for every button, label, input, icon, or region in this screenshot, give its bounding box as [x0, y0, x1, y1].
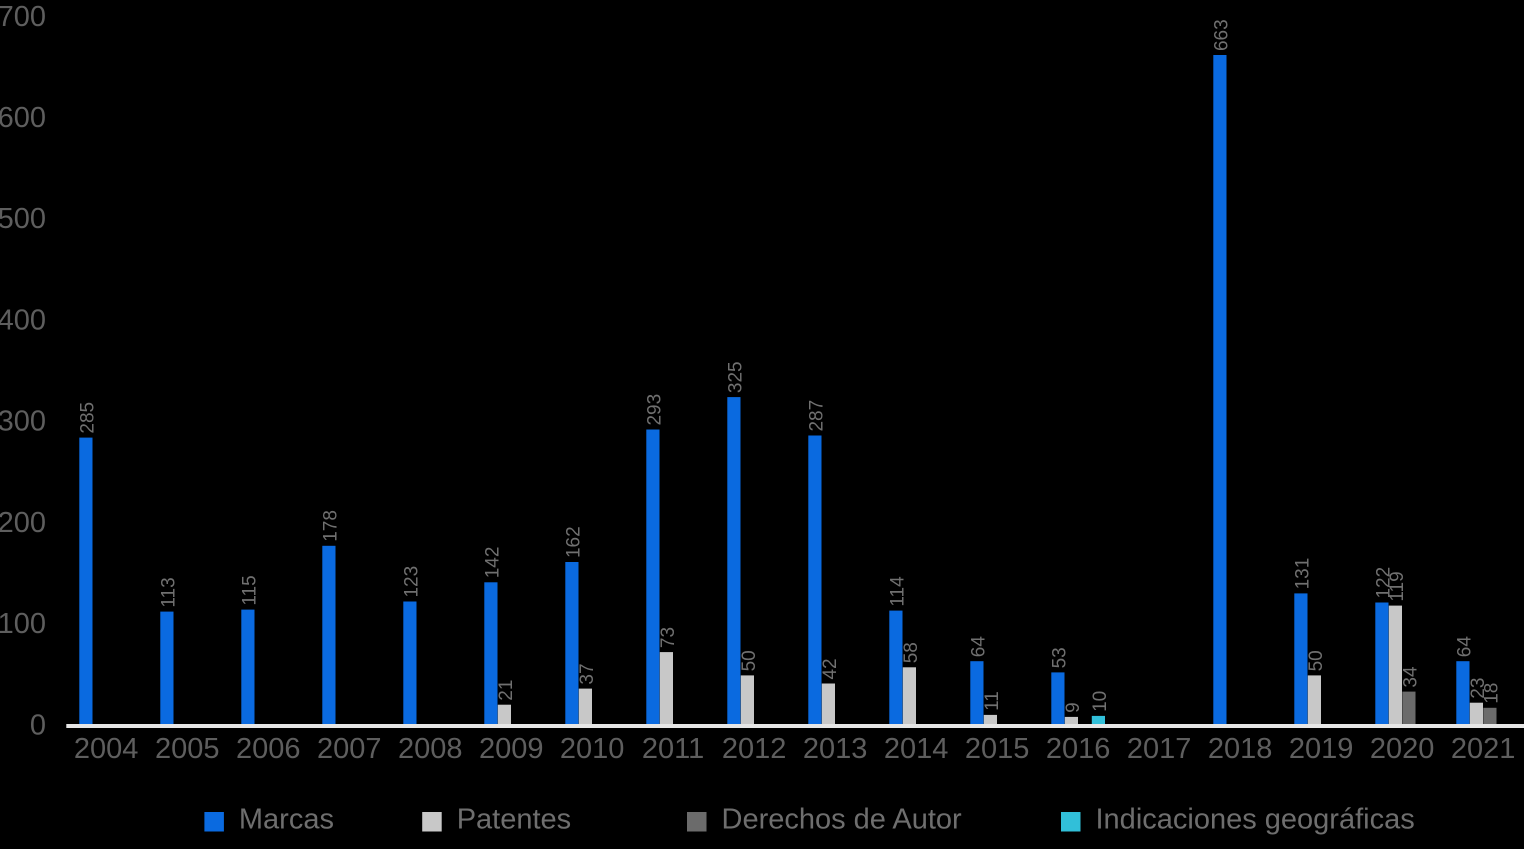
svg-text:600: 600	[0, 102, 46, 134]
svg-text:2007: 2007	[317, 733, 382, 765]
svg-text:2013: 2013	[803, 733, 868, 765]
svg-text:73: 73	[658, 627, 679, 648]
svg-text:100: 100	[0, 608, 46, 640]
svg-text:Indicaciones geográficas: Indicaciones geográficas	[1096, 804, 1415, 836]
svg-text:285: 285	[77, 402, 98, 434]
svg-text:2017: 2017	[1127, 733, 1192, 765]
svg-text:21: 21	[496, 680, 517, 701]
svg-text:9: 9	[1063, 702, 1084, 713]
svg-text:42: 42	[820, 658, 841, 679]
svg-text:0: 0	[30, 709, 46, 741]
svg-text:2014: 2014	[884, 733, 949, 765]
svg-text:2009: 2009	[479, 733, 544, 765]
svg-text:2008: 2008	[398, 733, 463, 765]
svg-text:23: 23	[1468, 678, 1489, 699]
svg-text:64: 64	[968, 636, 989, 658]
svg-text:2019: 2019	[1289, 733, 1354, 765]
svg-text:400: 400	[0, 305, 46, 337]
svg-text:162: 162	[563, 526, 584, 558]
svg-text:53: 53	[1049, 647, 1070, 668]
svg-text:123: 123	[401, 566, 422, 598]
svg-text:2005: 2005	[155, 733, 220, 765]
svg-text:Marcas: Marcas	[239, 804, 334, 836]
svg-text:34: 34	[1400, 666, 1421, 688]
svg-text:700: 700	[0, 1, 46, 33]
svg-text:50: 50	[739, 650, 760, 671]
svg-text:500: 500	[0, 203, 46, 235]
svg-text:2012: 2012	[722, 733, 787, 765]
svg-text:2006: 2006	[236, 733, 301, 765]
svg-text:2011: 2011	[642, 733, 704, 765]
svg-text:200: 200	[0, 507, 46, 539]
svg-text:2010: 2010	[560, 733, 625, 765]
svg-text:293: 293	[644, 394, 665, 426]
svg-text:122: 122	[1373, 567, 1394, 599]
svg-text:Patentes: Patentes	[457, 804, 571, 836]
svg-text:2016: 2016	[1046, 733, 1111, 765]
svg-text:300: 300	[0, 406, 46, 438]
svg-text:10: 10	[1090, 691, 1111, 712]
svg-text:58: 58	[901, 642, 922, 663]
svg-text:119: 119	[1387, 571, 1408, 601]
svg-text:50: 50	[1306, 650, 1327, 671]
svg-text:287: 287	[806, 400, 827, 432]
svg-text:64: 64	[1454, 636, 1475, 658]
svg-text:2020: 2020	[1370, 733, 1435, 765]
svg-text:2018: 2018	[1208, 733, 1273, 765]
svg-text:115: 115	[239, 575, 260, 605]
svg-text:Derechos de Autor: Derechos de Autor	[722, 804, 963, 836]
svg-text:113: 113	[158, 577, 179, 607]
svg-text:18: 18	[1481, 683, 1502, 704]
svg-text:142: 142	[482, 547, 503, 579]
svg-text:663: 663	[1211, 19, 1232, 51]
svg-text:2021: 2021	[1451, 733, 1516, 765]
svg-text:178: 178	[320, 510, 341, 542]
svg-text:131: 131	[1292, 558, 1313, 590]
svg-text:325: 325	[725, 361, 746, 393]
svg-text:2004: 2004	[74, 733, 139, 765]
svg-text:114: 114	[887, 576, 908, 607]
svg-text:2015: 2015	[965, 733, 1030, 765]
svg-text:37: 37	[577, 663, 598, 684]
svg-text:11: 11	[982, 691, 1003, 711]
